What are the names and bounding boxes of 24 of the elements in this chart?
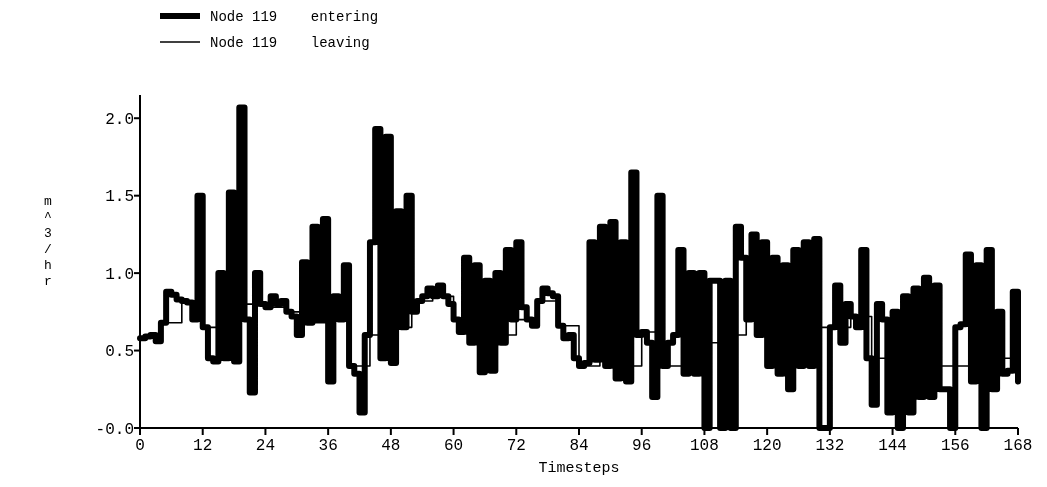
x-tick-label: 48 [381,437,401,455]
x-tick-label: 132 [815,437,845,455]
y-tick-label: 1.5 [105,188,134,207]
y-axis-title: m^3/hr [44,194,53,289]
x-tick-label: 96 [632,437,652,455]
y-tick-label: 0.5 [105,343,134,362]
x-axis-title: Timesteps [538,460,620,477]
y-tick-label: 2.0 [105,110,134,129]
x-tick-label: 108 [690,437,719,455]
x-tick-label: 36 [318,437,338,455]
x-tick-label: 144 [878,437,907,455]
x-tick-label: 0 [135,437,145,455]
x-tick-label: 120 [752,437,782,455]
x-tick-label: 84 [569,437,589,455]
x-tick-label: 12 [193,437,213,455]
legend-label: Node 119 leaving [210,34,370,51]
x-tick-label: 24 [255,437,276,455]
y-tick-label: 1.0 [105,265,134,284]
y-tick-label: -0.0 [95,420,134,439]
x-tick-label: 60 [443,437,464,455]
x-tick-label: 72 [506,437,526,455]
legend-label: Node 119 entering [210,8,379,25]
x-tick-label: 156 [940,437,970,455]
x-tick-label: 168 [1003,437,1033,455]
